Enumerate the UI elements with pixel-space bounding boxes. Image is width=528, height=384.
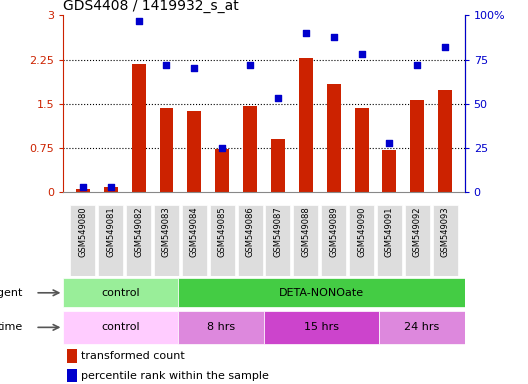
Text: GSM549081: GSM549081 (106, 206, 115, 257)
Bar (271, 139, 285, 192)
Text: 8 hrs: 8 hrs (207, 322, 235, 333)
Point (107, 184, 115, 190)
Text: time: time (0, 322, 23, 333)
Bar (355, 108, 369, 192)
Bar (379, 311, 465, 344)
Text: GSM549091: GSM549091 (385, 206, 394, 257)
Bar (178, 278, 465, 308)
Point (441, 44, 449, 50)
Point (79, 184, 87, 190)
Point (329, 33, 338, 40)
Bar (410, 100, 424, 192)
Text: GSM549083: GSM549083 (162, 206, 171, 257)
Bar (187, 111, 201, 192)
Point (218, 145, 227, 151)
FancyBboxPatch shape (238, 205, 262, 276)
Text: GSM549085: GSM549085 (218, 206, 227, 257)
Text: DETA-NONOate: DETA-NONOate (279, 288, 364, 298)
Bar (243, 106, 257, 192)
Text: GSM549082: GSM549082 (134, 206, 143, 257)
Bar (131, 64, 146, 192)
Text: GSM549092: GSM549092 (413, 206, 422, 257)
FancyBboxPatch shape (432, 205, 458, 276)
Point (357, 51, 366, 57)
FancyBboxPatch shape (321, 205, 346, 276)
Bar (76, 189, 90, 192)
Text: GSM549088: GSM549088 (301, 206, 310, 257)
Point (301, 30, 310, 36)
Text: 24 hrs: 24 hrs (404, 322, 439, 333)
Text: percentile rank within the sample: percentile rank within the sample (81, 371, 269, 381)
Text: 15 hrs: 15 hrs (304, 322, 339, 333)
FancyBboxPatch shape (349, 205, 374, 276)
Text: GSM549093: GSM549093 (441, 206, 450, 257)
Point (385, 139, 394, 146)
Text: control: control (101, 288, 140, 298)
FancyBboxPatch shape (154, 205, 179, 276)
Bar (104, 187, 118, 192)
Bar (299, 58, 313, 192)
Bar (382, 150, 397, 192)
Text: control: control (101, 322, 140, 333)
FancyBboxPatch shape (266, 205, 290, 276)
Bar (327, 84, 341, 192)
Point (246, 62, 254, 68)
Bar (215, 149, 229, 192)
Point (162, 62, 171, 68)
Bar (63, 311, 178, 344)
Text: transformed count: transformed count (81, 351, 185, 361)
Bar (63, 278, 178, 308)
FancyBboxPatch shape (70, 205, 96, 276)
FancyBboxPatch shape (293, 205, 318, 276)
FancyBboxPatch shape (210, 205, 235, 276)
FancyBboxPatch shape (126, 205, 151, 276)
Bar (438, 90, 452, 192)
Point (274, 95, 282, 101)
FancyBboxPatch shape (405, 205, 430, 276)
Bar (68, 349, 78, 363)
FancyBboxPatch shape (377, 205, 402, 276)
Text: GSM549090: GSM549090 (357, 206, 366, 257)
Bar (68, 369, 78, 382)
Text: GSM549089: GSM549089 (329, 206, 338, 257)
Bar (178, 311, 264, 344)
Text: GSM549086: GSM549086 (246, 206, 254, 257)
Point (134, 18, 143, 24)
FancyBboxPatch shape (182, 205, 207, 276)
Point (413, 62, 421, 68)
Point (190, 65, 199, 71)
Bar (159, 108, 173, 192)
Text: GDS4408 / 1419932_s_at: GDS4408 / 1419932_s_at (63, 0, 239, 13)
Bar (264, 311, 379, 344)
FancyBboxPatch shape (98, 205, 123, 276)
Text: agent: agent (0, 288, 23, 298)
Text: GSM549084: GSM549084 (190, 206, 199, 257)
Text: GSM549080: GSM549080 (78, 206, 87, 257)
Text: GSM549087: GSM549087 (274, 206, 282, 257)
